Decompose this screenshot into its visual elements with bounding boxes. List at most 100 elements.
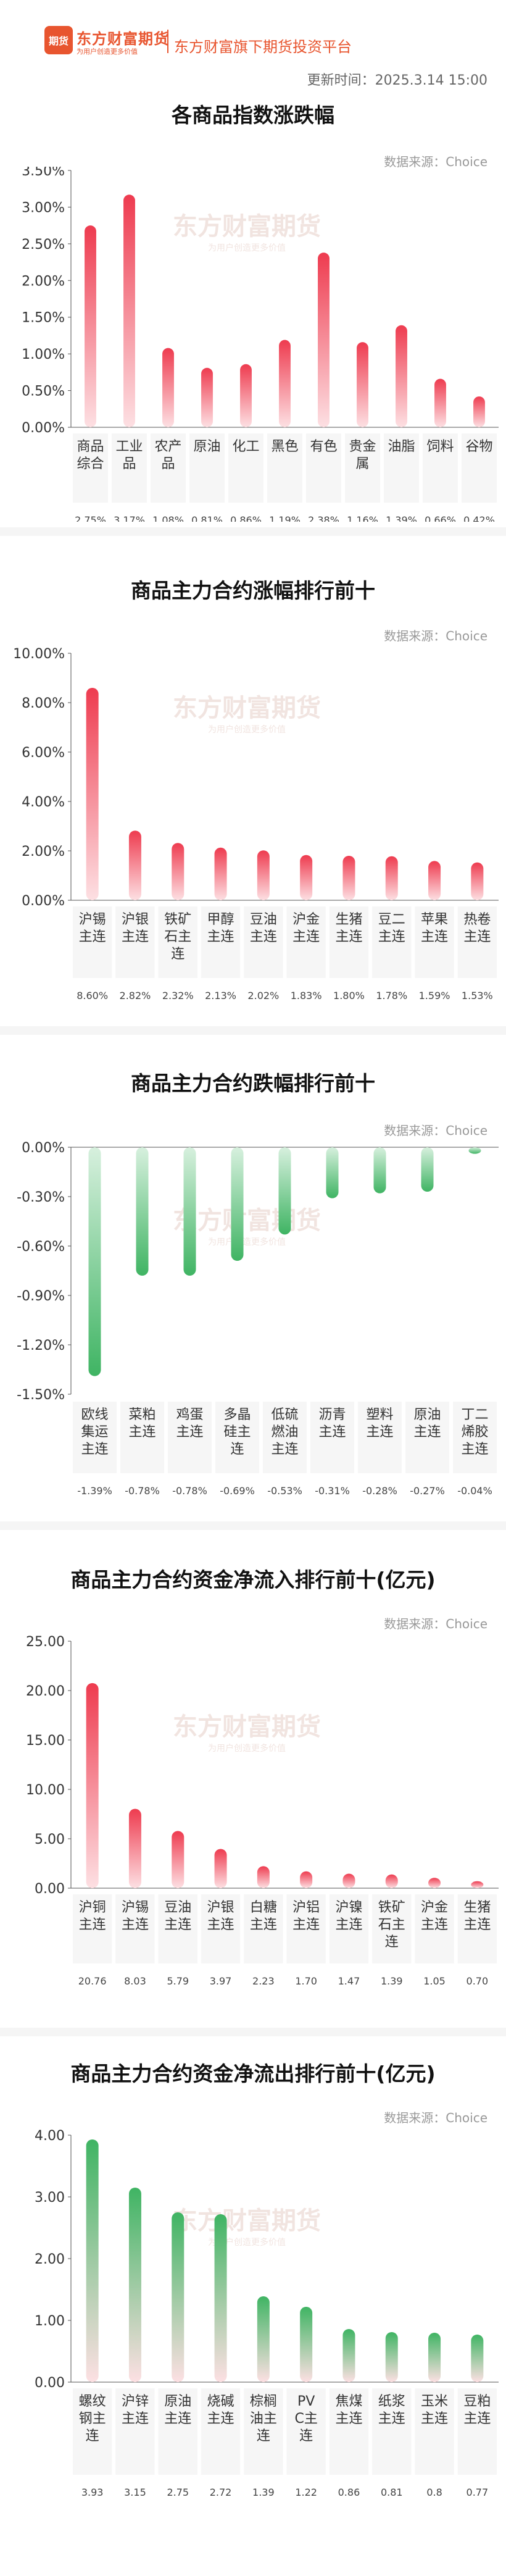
x-category-label: 豆粕主连 <box>463 2394 491 2427</box>
data-bar <box>471 2335 484 2382</box>
x-category-label: 原油 <box>193 439 220 454</box>
data-value-label: 0.66% <box>425 514 456 522</box>
y-tick-label: 4.00 <box>35 2128 65 2144</box>
data-bar <box>326 1147 339 1198</box>
y-tick-label: 0.00% <box>22 420 65 436</box>
page-header: 期货 东方财富期货 为用户创造更多价值 东方财富旗下期货投资平台 <box>0 0 506 62</box>
x-category-label: 热卷主连 <box>463 912 491 945</box>
y-tick-label: 3.00 <box>35 2190 65 2206</box>
data-bar <box>342 856 355 900</box>
logo-icon: 期货 <box>44 26 73 54</box>
y-tick-label: 4.00% <box>22 795 65 810</box>
y-tick-label: 6.00% <box>22 745 65 761</box>
x-category-label: 原油主连 <box>413 1407 441 1440</box>
data-bar <box>172 1831 185 1888</box>
category-cell <box>115 2388 155 2475</box>
data-value-label: 2.02% <box>247 990 279 1002</box>
category-cell <box>115 906 155 978</box>
x-category-label: 铁矿石主连 <box>164 912 191 962</box>
data-bar <box>278 1147 291 1235</box>
category-cell <box>405 1402 449 1473</box>
watermark-slogan: 为用户创造更多价值 <box>208 724 286 735</box>
x-category-label: 低硫燃油主连 <box>271 1407 298 1457</box>
chart-source: 数据来源：Choice <box>384 1616 487 1631</box>
category-cell <box>457 2388 497 2475</box>
data-value-label: -0.78% <box>172 1485 207 1497</box>
category-cell <box>201 906 241 978</box>
category-cell <box>228 433 263 503</box>
data-value-label: 0.77 <box>467 2486 489 2498</box>
watermark-slogan: 为用户创造更多价值 <box>208 243 286 253</box>
category-cell <box>329 906 369 978</box>
x-category-label: 谷物 <box>465 439 492 454</box>
data-bar <box>385 1874 398 1888</box>
x-category-label: 苹果主连 <box>421 912 448 945</box>
data-bar <box>421 1147 434 1192</box>
y-tick-label: 0.00% <box>22 893 65 909</box>
category-cell <box>158 906 197 978</box>
y-tick-label: 2.00 <box>35 2252 65 2267</box>
y-tick-label: 10.00 <box>26 1783 65 1798</box>
category-cell <box>462 433 497 503</box>
y-tick-label: -0.30% <box>17 1190 65 1205</box>
data-bar <box>300 1871 313 1888</box>
data-value-label: -0.78% <box>125 1485 160 1497</box>
chart-title-top-losers: 商品主力合约跌幅排行前十 <box>131 1071 375 1095</box>
data-bar <box>300 855 313 900</box>
x-category-label: 生猪主连 <box>463 1900 491 1933</box>
x-category-label: 油脂 <box>388 439 415 454</box>
y-tick-label: 5.00 <box>35 1832 65 1847</box>
y-tick-label: 1.50% <box>22 311 65 326</box>
category-cell <box>415 2388 454 2475</box>
data-value-label: 0.86% <box>230 514 262 522</box>
data-value-label: 3.17% <box>114 514 145 522</box>
data-value-label: 1.47 <box>338 1975 360 1987</box>
data-value-label: 0.70 <box>467 1975 489 1987</box>
data-bar <box>231 1147 244 1261</box>
data-value-label: 5.79 <box>167 1975 189 1987</box>
data-bar <box>396 325 407 427</box>
data-value-label: 1.78% <box>376 990 407 1002</box>
category-cell <box>423 433 458 503</box>
data-value-label: 0.42% <box>463 514 495 522</box>
data-bar <box>318 253 330 427</box>
category-cell <box>158 1894 197 1963</box>
data-bar <box>214 1849 227 1888</box>
y-tick-label: 3.00% <box>22 200 65 215</box>
data-value-label: 1.19% <box>269 514 301 522</box>
x-category-label: 贵金属 <box>349 439 376 472</box>
data-value-label: 1.53% <box>462 990 493 1002</box>
watermark-slogan: 为用户创造更多价值 <box>208 2237 286 2248</box>
x-category-label: 商品综合 <box>77 439 104 472</box>
x-category-label: 原油主连 <box>164 2394 191 2427</box>
data-bar <box>128 2188 141 2382</box>
chart-title-net-outflow: 商品主力合约资金净流出排行前十(亿元) <box>70 2062 436 2086</box>
x-category-label: 棕榈油主连 <box>250 2394 277 2444</box>
data-bar <box>342 2329 355 2382</box>
category-cell <box>457 1894 497 1963</box>
platform-name: 东方财富旗下期货投资平台 <box>174 38 352 56</box>
data-value-label: -0.04% <box>457 1485 492 1497</box>
data-bar <box>428 1878 441 1888</box>
data-value-label: 1.70 <box>295 1975 317 1987</box>
watermark-text: 东方财富期货 <box>173 212 321 241</box>
x-category-label: 丁二烯胶主连 <box>461 1407 488 1457</box>
watermark-slogan: 为用户创造更多价值 <box>208 1237 286 1247</box>
x-category-label: 鸡蛋主连 <box>176 1407 203 1440</box>
data-value-label: -0.53% <box>267 1485 302 1497</box>
chart-source: 数据来源：Choice <box>384 154 487 169</box>
category-cell <box>73 1402 117 1473</box>
data-bar <box>240 364 252 427</box>
data-bar <box>385 2332 398 2382</box>
data-value-label: 1.59% <box>419 990 450 1002</box>
data-bar <box>473 396 485 427</box>
data-bar <box>214 847 227 900</box>
data-value-label: -0.27% <box>410 1485 445 1497</box>
x-category-label: 菜粕主连 <box>128 1407 156 1440</box>
y-tick-label: 2.50% <box>22 237 65 253</box>
data-value-label: -0.69% <box>220 1485 255 1497</box>
data-value-label: 8.60% <box>77 990 108 1002</box>
x-category-label: 生猪主连 <box>335 912 362 945</box>
data-value-label: 3.15 <box>124 2486 146 2498</box>
